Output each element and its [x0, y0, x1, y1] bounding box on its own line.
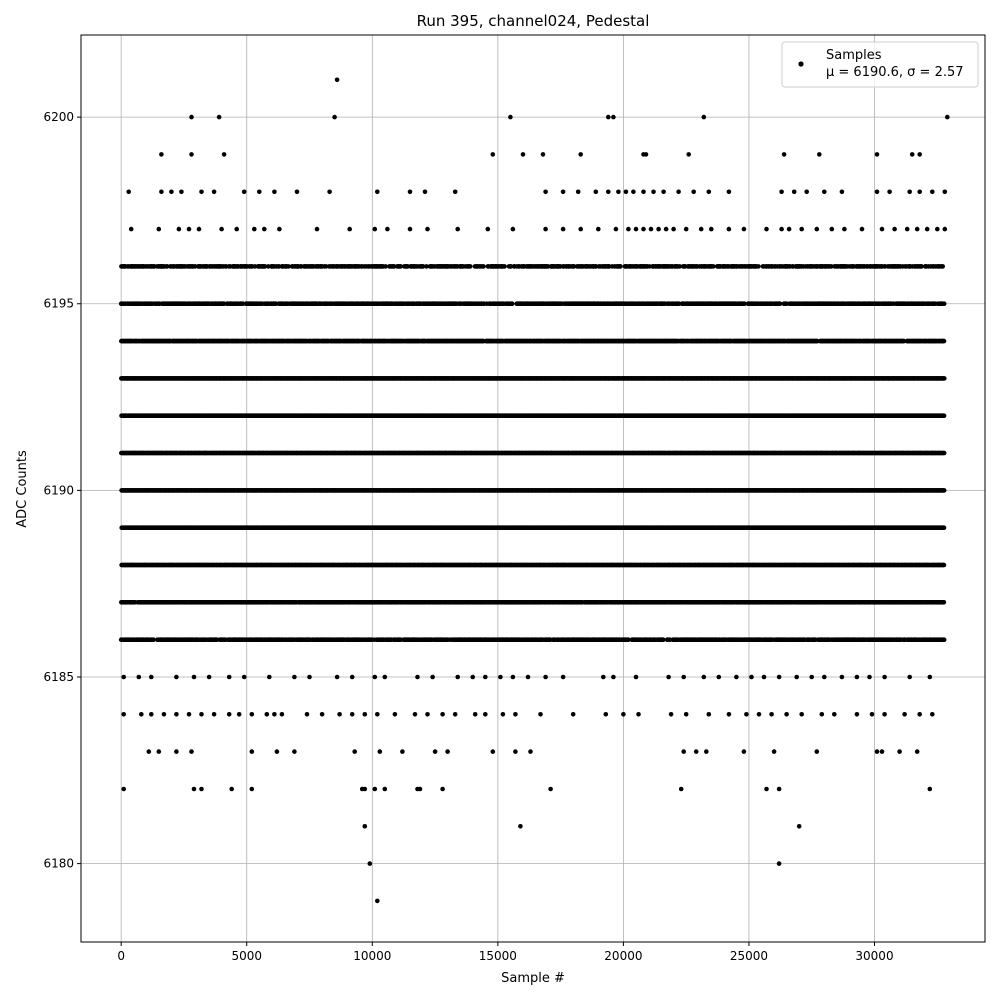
data-point — [941, 562, 947, 568]
data-points — [118, 77, 950, 904]
level-6187 — [119, 600, 947, 605]
data-point — [941, 525, 947, 530]
data-point — [661, 637, 666, 642]
level-6186 — [118, 637, 947, 642]
level-6190 — [119, 488, 947, 493]
data-point — [941, 637, 947, 642]
data-point — [151, 637, 156, 642]
data-point — [941, 600, 947, 605]
level-6189 — [119, 525, 947, 530]
data-point — [626, 637, 631, 642]
level-6188 — [119, 562, 947, 568]
